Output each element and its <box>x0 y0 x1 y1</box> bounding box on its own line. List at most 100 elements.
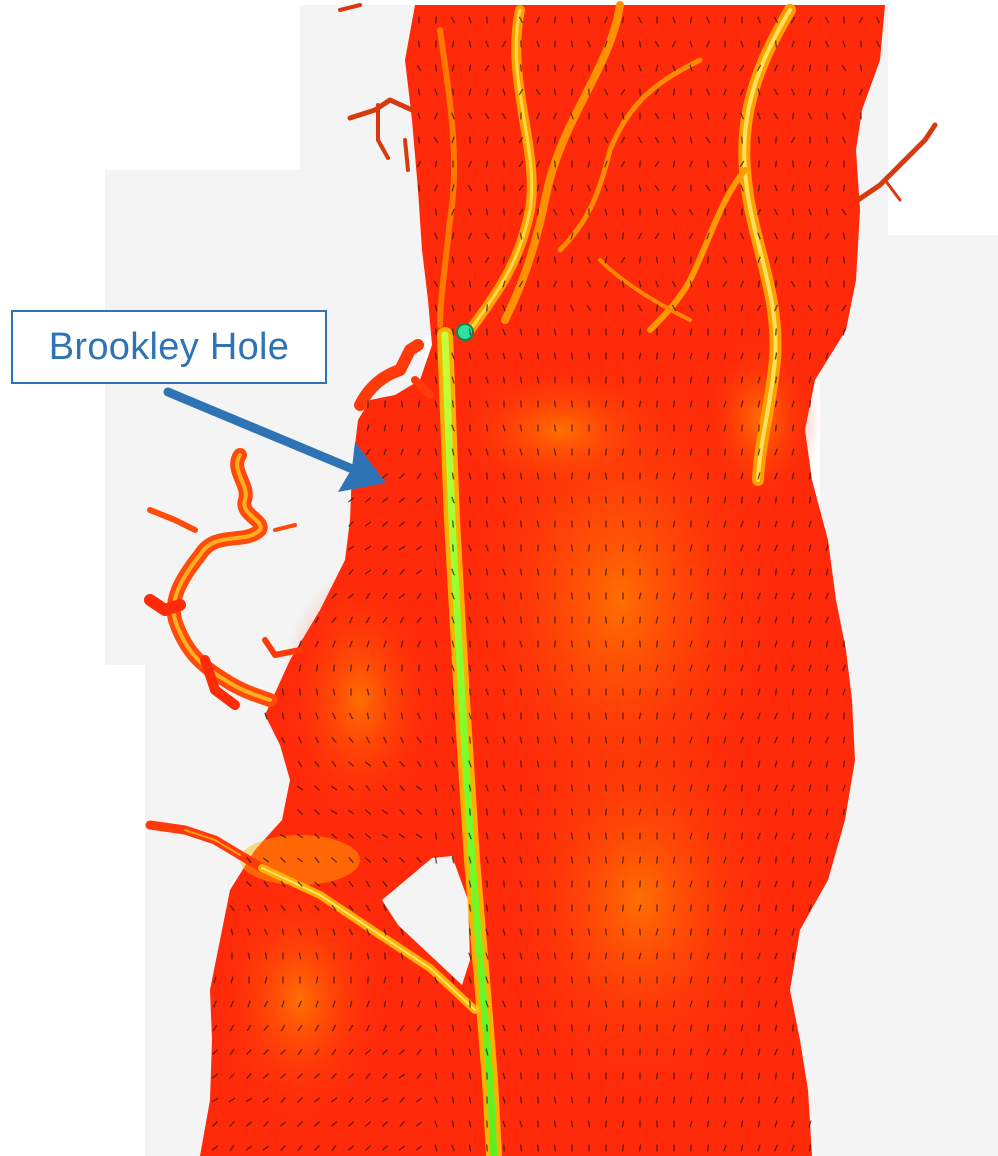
velocity-vector <box>741 328 743 336</box>
velocity-vector <box>296 785 304 791</box>
velocity-vector <box>808 520 812 528</box>
velocity-vector <box>825 544 829 552</box>
velocity-vector <box>331 712 337 720</box>
velocity-vector-field <box>211 16 881 1152</box>
velocity-vector <box>451 712 455 720</box>
side-creeks <box>144 3 938 873</box>
velocity-vector <box>468 760 472 768</box>
velocity-vector <box>383 904 387 912</box>
velocity-vector <box>415 1121 423 1127</box>
velocity-vector <box>792 496 794 504</box>
velocity-vector <box>280 1145 286 1151</box>
velocity-vector <box>808 544 812 552</box>
velocity-vector <box>416 472 422 480</box>
velocity-vector <box>400 448 404 456</box>
velocity-vector <box>757 640 761 648</box>
velocity-vector <box>485 952 489 960</box>
velocity-vector <box>468 1120 472 1128</box>
velocity-vector <box>723 808 727 816</box>
velocity-vector <box>655 712 659 720</box>
velocity-vector <box>434 328 438 336</box>
velocity-vector <box>587 952 591 960</box>
velocity-vector <box>469 928 471 936</box>
velocity-vector <box>741 136 743 144</box>
velocity-vector <box>314 736 320 744</box>
velocity-vector <box>672 520 676 528</box>
velocity-vector <box>774 832 778 840</box>
velocity-vector <box>706 1072 710 1080</box>
velocity-vector <box>672 1096 676 1104</box>
velocity-vector <box>791 928 795 936</box>
velocity-vector <box>705 184 711 192</box>
velocity-vector <box>297 1000 303 1008</box>
velocity-vector <box>382 880 388 888</box>
velocity-vector <box>621 1024 625 1032</box>
velocity-vector <box>348 520 354 528</box>
velocity-vector <box>825 712 829 720</box>
velocity-vector <box>502 376 506 384</box>
velocity-vector <box>655 520 659 528</box>
velocity-vector <box>416 857 422 863</box>
velocity-vector <box>841 112 847 120</box>
velocity-vector <box>791 1072 795 1080</box>
velocity-vector <box>520 1072 522 1080</box>
velocity-vector <box>774 400 778 408</box>
velocity-vector <box>451 88 455 96</box>
velocity-vector <box>757 688 761 696</box>
velocity-vector <box>417 424 421 432</box>
velocity-vector <box>468 568 472 576</box>
velocity-vector <box>570 1072 574 1080</box>
velocity-vector <box>537 904 539 912</box>
velocity-vector <box>740 1072 744 1080</box>
velocity-vector <box>400 688 404 696</box>
velocity-vector <box>688 232 694 240</box>
velocity-vector <box>536 136 540 144</box>
velocity-vector <box>690 904 692 912</box>
velocity-vector <box>689 1096 693 1104</box>
velocity-vector <box>586 280 592 288</box>
velocity-vector <box>520 904 522 912</box>
velocity-vector <box>758 424 760 432</box>
velocity-vector <box>279 1121 287 1127</box>
velocity-vector <box>536 232 540 240</box>
velocity-vector <box>263 1121 269 1127</box>
creek-north-west <box>347 97 415 121</box>
velocity-vector <box>791 64 795 72</box>
velocity-vector <box>808 640 812 648</box>
velocity-vector <box>587 184 591 192</box>
velocity-vector <box>330 857 338 863</box>
velocity-vector <box>689 544 693 552</box>
velocity-vector <box>587 40 591 48</box>
velocity-vector <box>468 784 472 792</box>
velocity-vector <box>519 568 523 576</box>
velocity-vector <box>347 1073 355 1079</box>
velocity-vector <box>571 928 573 936</box>
velocity-vector <box>774 472 778 480</box>
velocity-vector <box>570 208 574 216</box>
velocity-vector <box>486 304 488 312</box>
velocity-vector <box>690 496 692 504</box>
velocity-vector <box>417 712 421 720</box>
velocity-vector <box>774 712 778 720</box>
velocity-vector <box>706 1000 710 1008</box>
velocity-vector <box>621 616 625 624</box>
velocity-vector <box>554 1048 556 1056</box>
upstream-channels <box>437 1 796 486</box>
velocity-vector <box>502 1072 506 1080</box>
velocity-vector <box>655 592 659 600</box>
velocity-vector <box>825 304 829 312</box>
velocity-vector <box>740 808 744 816</box>
velocity-vector <box>348 568 354 576</box>
velocity-vector <box>263 1000 269 1008</box>
velocity-vector <box>434 88 438 96</box>
velocity-vector <box>434 256 438 264</box>
velocity-vector <box>315 1000 319 1008</box>
velocity-vector <box>621 640 625 648</box>
velocity-vector <box>229 904 235 912</box>
velocity-vector <box>468 280 472 288</box>
velocity-vector <box>859 64 863 72</box>
velocity-vector <box>739 160 745 168</box>
velocity-vector <box>502 448 506 456</box>
velocity-vector <box>587 352 591 360</box>
velocity-vector <box>571 664 573 672</box>
